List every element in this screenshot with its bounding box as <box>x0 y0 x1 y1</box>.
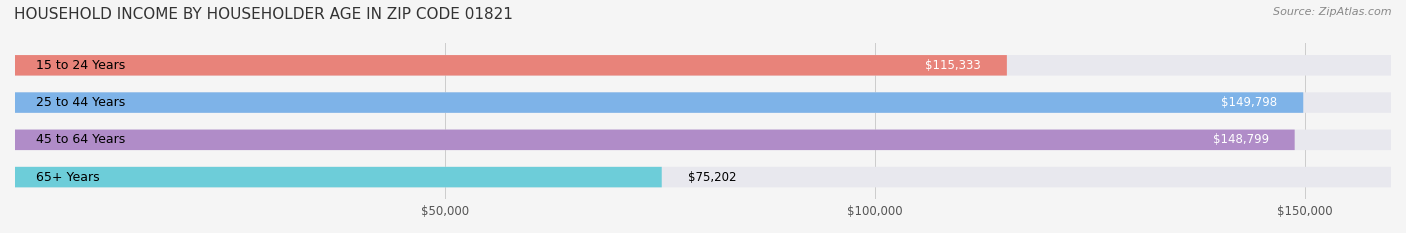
Text: $115,333: $115,333 <box>925 59 981 72</box>
FancyBboxPatch shape <box>15 167 1391 187</box>
Text: 15 to 24 Years: 15 to 24 Years <box>37 59 125 72</box>
Text: Source: ZipAtlas.com: Source: ZipAtlas.com <box>1274 7 1392 17</box>
FancyBboxPatch shape <box>15 55 1391 75</box>
Text: $75,202: $75,202 <box>688 171 735 184</box>
FancyBboxPatch shape <box>15 130 1391 150</box>
Text: 65+ Years: 65+ Years <box>37 171 100 184</box>
FancyBboxPatch shape <box>15 92 1391 113</box>
FancyBboxPatch shape <box>15 167 662 187</box>
Text: $149,798: $149,798 <box>1222 96 1278 109</box>
Text: 25 to 44 Years: 25 to 44 Years <box>37 96 125 109</box>
FancyBboxPatch shape <box>15 55 1007 75</box>
Text: HOUSEHOLD INCOME BY HOUSEHOLDER AGE IN ZIP CODE 01821: HOUSEHOLD INCOME BY HOUSEHOLDER AGE IN Z… <box>14 7 513 22</box>
FancyBboxPatch shape <box>15 130 1295 150</box>
Text: 45 to 64 Years: 45 to 64 Years <box>37 133 125 146</box>
FancyBboxPatch shape <box>15 92 1303 113</box>
Text: $148,799: $148,799 <box>1213 133 1268 146</box>
